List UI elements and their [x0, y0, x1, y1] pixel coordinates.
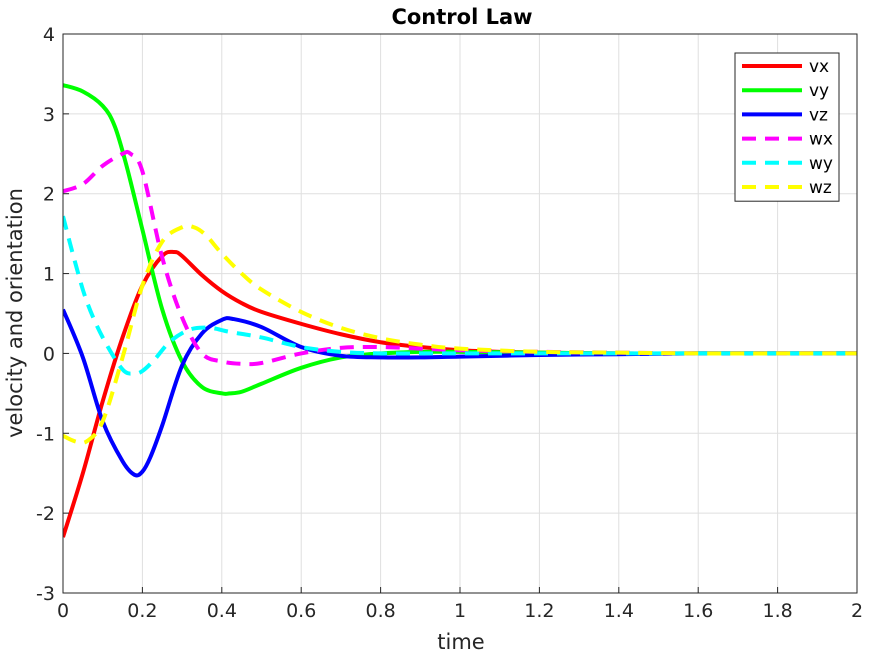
series-group [63, 83, 857, 538]
y-tick-label: 4 [43, 24, 55, 46]
ticks: 0 0.2 0.4 0.6 0.8 1 1.2 1.4 1.6 1.8 2 -3 -2 -1 0 1 2 3 4 [36, 24, 863, 622]
legend-label-wy: wy [809, 154, 833, 174]
x-tick-label: 0.4 [207, 600, 237, 622]
x-tick-label: 1.8 [762, 600, 792, 622]
chart-title: Control Law [391, 5, 532, 29]
legend-label-vx: vx [809, 57, 829, 77]
x-tick-label: 1.4 [604, 600, 634, 622]
y-tick-label: -1 [36, 423, 55, 445]
legend: vx vy vz wx wy wz [734, 52, 840, 202]
y-tick-label: -3 [36, 583, 55, 605]
legend-label-vz: vz [809, 105, 828, 125]
y-tick-label: -2 [36, 503, 55, 525]
x-tick-label: 0.2 [127, 600, 157, 622]
y-tick-label: 2 [43, 184, 55, 206]
legend-label-wz: wz [809, 178, 832, 198]
series-line-wz [63, 223, 857, 445]
x-tick-label: 1.2 [524, 600, 554, 622]
y-tick-label: 0 [43, 343, 55, 365]
x-tick-label: 1 [454, 600, 466, 622]
y-axis-label: velocity and orientation [3, 188, 27, 438]
x-tick-label: 0.6 [286, 600, 316, 622]
series-line-wy [63, 215, 857, 376]
x-tick-label: 2 [851, 600, 863, 622]
x-tick-label: 1.6 [683, 600, 713, 622]
x-axis-label: time [437, 630, 484, 654]
legend-label-vy: vy [809, 81, 829, 101]
legend-box [734, 52, 840, 202]
y-tick-label: 1 [43, 264, 55, 286]
legend-label-wx: wx [809, 130, 833, 150]
y-tick-label: 3 [43, 104, 55, 126]
x-tick-label: 0 [57, 600, 69, 622]
x-tick-label: 0.8 [365, 600, 395, 622]
